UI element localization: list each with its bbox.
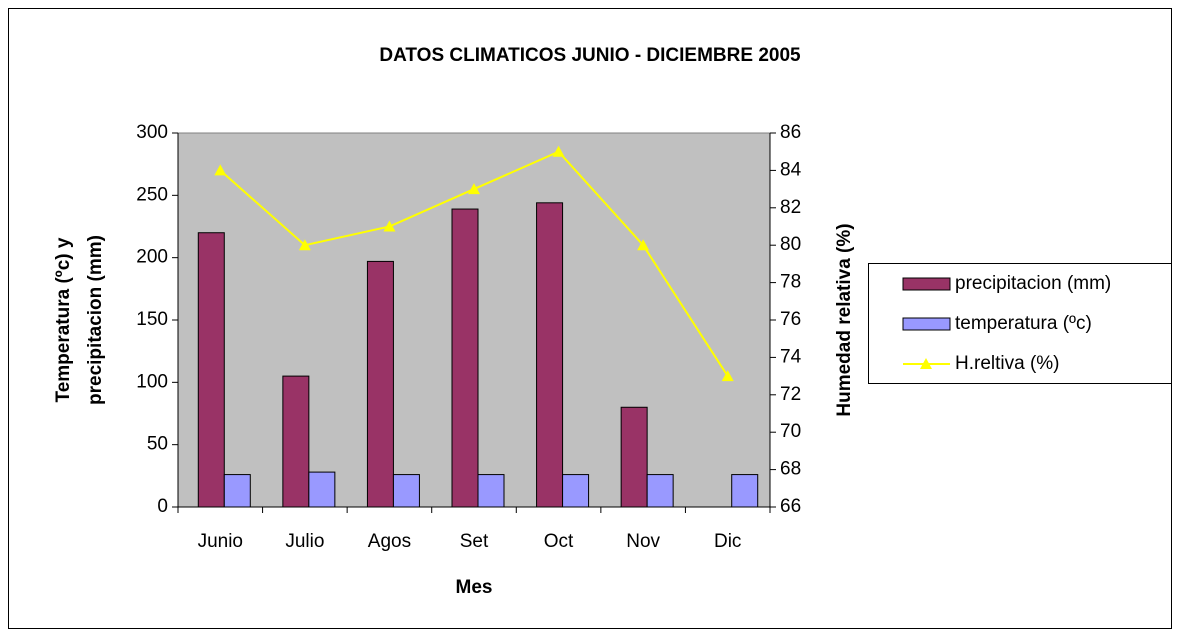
y-tick-label: 200: [136, 247, 168, 268]
bar: [451, 208, 479, 508]
y2-tick-label: 82: [780, 197, 801, 218]
bar: [536, 202, 564, 508]
bar: [223, 474, 251, 508]
marker: [214, 164, 227, 176]
bar: [620, 406, 648, 508]
legend-marker: [920, 358, 932, 369]
x-tick-label: Oct: [544, 531, 574, 552]
x-tick-label: Dic: [714, 531, 741, 552]
bar: [731, 474, 759, 508]
bar: [197, 232, 225, 508]
x-tick-label: Junio: [198, 531, 243, 552]
y2-tick-label: 86: [780, 122, 801, 143]
legend-swatch: [902, 317, 951, 331]
y-axis-title: Temperatura (ºc) y: [53, 237, 74, 402]
legend-label: H.reltiva (%): [955, 353, 1060, 374]
y-tick-label: 250: [136, 184, 168, 205]
y-tick-label: 50: [147, 434, 168, 455]
legend-label: precipitacion (mm): [955, 273, 1111, 294]
bar: [477, 474, 505, 508]
legend-swatch: [902, 277, 951, 291]
y-axis-title: precipitacion (mm): [85, 235, 106, 405]
y-tick-label: 100: [136, 371, 168, 392]
y2-tick-label: 72: [780, 384, 801, 405]
x-tick-label: Nov: [626, 531, 660, 552]
marker: [383, 220, 396, 232]
y2-tick-label: 70: [780, 421, 801, 442]
marker: [552, 145, 565, 157]
y2-tick-label: 78: [780, 272, 801, 293]
y2-tick-label: 80: [780, 234, 801, 255]
x-tick-label: Julio: [285, 531, 324, 552]
y-tick-label: 150: [136, 309, 168, 330]
marker: [721, 370, 734, 382]
bar: [562, 474, 590, 508]
bar: [308, 471, 336, 508]
y-tick-label: 300: [136, 122, 168, 143]
bar: [646, 474, 674, 508]
y2-tick-label: 76: [780, 309, 801, 330]
y2-axis-title: Humedad relativa (%): [834, 223, 855, 416]
x-tick-label: Agos: [368, 531, 411, 552]
marker: [637, 239, 650, 251]
bar: [282, 375, 310, 508]
chart-title: DATOS CLIMATICOS JUNIO - DICIEMBRE 2005: [379, 45, 801, 66]
y2-tick-label: 66: [780, 496, 801, 517]
y2-tick-label: 74: [780, 346, 802, 367]
marker: [468, 183, 480, 195]
bar: [392, 474, 420, 508]
y2-tick-label: 68: [780, 459, 801, 480]
marker: [298, 239, 311, 251]
y2-tick-label: 84: [780, 159, 802, 180]
x-tick-label: Set: [460, 531, 489, 552]
x-axis-title: Mes: [456, 577, 493, 598]
y-tick-label: 0: [157, 496, 168, 517]
bar: [366, 260, 394, 508]
legend-label: temperatura (ºc): [955, 313, 1092, 334]
